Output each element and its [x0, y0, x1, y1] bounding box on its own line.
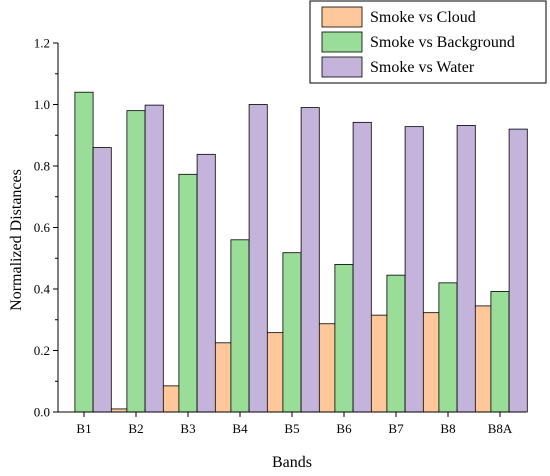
x-tick-label-b7: B7 — [388, 421, 404, 436]
bar-smoke-vs-water-b5 — [300, 107, 320, 413]
bar-smoke-vs-background-b8a — [490, 291, 510, 413]
y-tick-label: 0.6 — [34, 220, 51, 235]
bar-smoke-vs-water-b2 — [144, 104, 164, 413]
y-tick-label: 1.2 — [34, 36, 50, 51]
legend-swatch-smoke-vs-background — [321, 31, 363, 53]
x-tick-label-b8: B8 — [440, 421, 455, 436]
bar-smoke-vs-water-b3 — [196, 153, 216, 413]
bar-smoke-vs-background-b3 — [178, 173, 198, 413]
legend-swatch-smoke-vs-water — [321, 56, 363, 78]
bar-smoke-vs-water-b8a — [508, 128, 528, 413]
legend: Smoke vs Cloud Smoke vs Background Smoke v… — [309, 0, 547, 84]
x-tick-label-b1: B1 — [76, 421, 91, 436]
bar-smoke-vs-water-b8 — [456, 125, 476, 413]
y-tick-label: 1.0 — [34, 97, 50, 112]
x-tick-label-b4: B4 — [232, 421, 248, 436]
bar-smoke-vs-water-b1 — [92, 147, 112, 413]
legend-label-smoke-vs-cloud: Smoke vs Cloud — [370, 9, 476, 26]
legend-swatch-smoke-vs-cloud — [321, 6, 363, 28]
x-tick-label-b8a: B8A — [488, 421, 513, 436]
bar-smoke-vs-background-b6 — [334, 263, 354, 413]
bar-smoke-vs-background-b4 — [230, 239, 250, 413]
bar-smoke-vs-background-b5 — [282, 252, 302, 413]
bars-layer — [74, 91, 528, 413]
bar-smoke-vs-background-b1 — [74, 91, 94, 413]
bar-smoke-vs-water-b4 — [248, 104, 268, 413]
legend-label-smoke-vs-water: Smoke vs Water — [370, 59, 475, 76]
x-tick-label-b6: B6 — [336, 421, 352, 436]
x-tick-label-b5: B5 — [284, 421, 299, 436]
legend-label-smoke-vs-background: Smoke vs Background — [370, 34, 515, 51]
y-tick-label: 0.0 — [34, 405, 50, 420]
bar-smoke-vs-background-b7 — [386, 274, 406, 413]
bar-smoke-vs-background-b2 — [126, 110, 146, 413]
x-tick-label-b2: B2 — [128, 421, 143, 436]
y-tick-label: 0.8 — [34, 159, 50, 174]
y-tick-label: 0.4 — [34, 282, 51, 297]
x-tick-label-b3: B3 — [180, 421, 195, 436]
bar-smoke-vs-water-b7 — [404, 126, 424, 413]
x-axis-title: Bands — [272, 454, 312, 471]
y-tick-label: 0.2 — [34, 343, 50, 358]
bar-smoke-vs-water-b6 — [352, 121, 372, 413]
bar-smoke-vs-background-b8 — [438, 282, 458, 413]
axes-layer: 0.0 0.2 0.4 0.6 0.8 1.0 1.2 B1 B2 B3 B4 B5 B6 B7 B8 B8A — [34, 36, 526, 436]
y-axis-title: Normalized Distances — [8, 169, 25, 311]
